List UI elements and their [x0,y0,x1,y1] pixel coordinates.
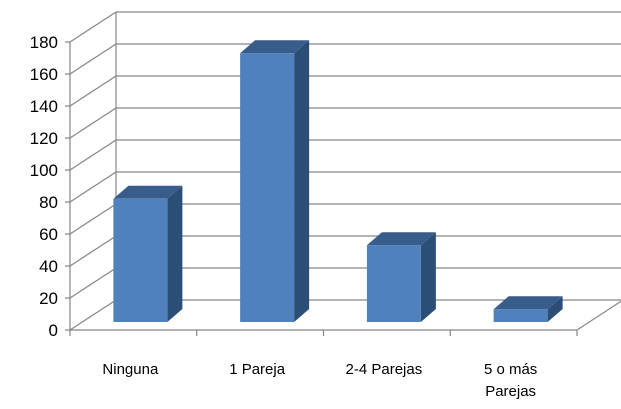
y-tick-label: 20 [39,289,58,308]
x-category-label: 1 Pareja [229,361,286,378]
floor-right-edge [576,300,621,331]
gridline-side [69,299,117,331]
bar-side [420,232,436,322]
y-axis-tick-labels: 0 20 40 60 80 100 120 140 160 180 [30,33,58,340]
gridline-side [69,139,117,171]
gridline-side [69,11,117,43]
y-tick-label: 80 [39,193,58,212]
gridline-side [69,107,117,139]
x-category-label: Ninguna [102,361,159,378]
gridline-side [69,203,117,235]
y-tick-label: 0 [49,321,58,340]
x-category-label: Parejas [485,383,536,400]
y-tick-label: 100 [30,161,58,180]
x-category-label: 5 o más [484,361,537,378]
chart-bars [113,40,563,322]
x-axis-category-labels: Ninguna 1 Pareja 2-4 Parejas 5 o más Parejas [102,361,537,400]
bar [113,185,183,322]
bar-top [113,185,183,199]
gridline-side [69,267,117,299]
bar-side [167,185,183,322]
y-tick-label: 180 [30,33,58,52]
bar-front [493,309,548,322]
bar-top [366,232,436,246]
bar-front [366,245,421,322]
gridline-side [69,235,117,267]
bar-side [294,40,310,322]
x-category-label: 2-4 Parejas [346,361,423,378]
bar-top [240,40,310,54]
gridline-side [69,171,117,203]
y-tick-label: 40 [39,257,58,276]
bar-front [113,198,168,322]
bar [240,40,310,322]
y-tick-label: 140 [30,97,58,116]
bar [366,232,436,322]
chart-gridlines [69,11,621,331]
gridline-side [69,75,117,107]
y-tick-label: 60 [39,225,58,244]
y-tick-label: 120 [30,129,58,148]
bar-top [493,296,563,310]
bar-front [240,53,295,322]
gridline-side [69,43,117,75]
bar [493,296,563,322]
bar-side [547,296,563,322]
y-tick-label: 160 [30,65,58,84]
